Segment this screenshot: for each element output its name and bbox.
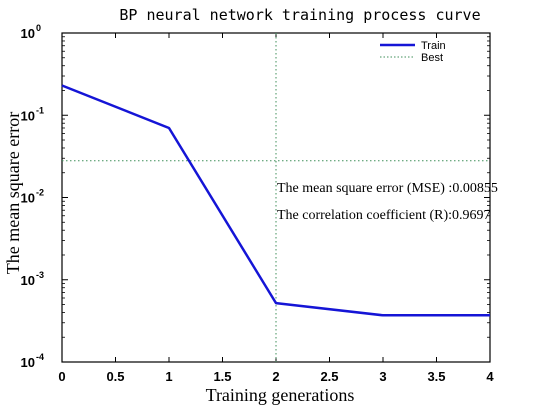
- legend-best-label: Best: [421, 52, 443, 64]
- x-tick-label: 2: [272, 369, 279, 384]
- y-axis-label: The mean square error: [3, 112, 23, 274]
- y-tick-exponent: -1: [36, 105, 44, 115]
- chart-title: BP neural network training process curve: [119, 6, 480, 24]
- x-tick-label: 3.5: [427, 369, 445, 384]
- x-tick-label: 2.5: [320, 369, 338, 384]
- best-lines: [62, 33, 490, 362]
- y-tick-label: 10: [21, 273, 35, 288]
- legend: Train Best: [380, 40, 446, 64]
- legend-train-label: Train: [421, 40, 446, 52]
- y-tick-label: 10: [21, 108, 35, 123]
- y-tick-label: 10: [21, 355, 35, 370]
- y-tick-exponent: -4: [36, 352, 44, 362]
- y-tick-label: 10: [21, 26, 35, 41]
- x-tick-label: 0: [58, 369, 65, 384]
- y-tick-label: 10: [21, 191, 35, 206]
- series-group: [61, 84, 491, 317]
- x-tick-label: 4: [486, 369, 494, 384]
- y-tick-exponent: -3: [36, 270, 44, 280]
- x-axis-label: Training generations: [206, 385, 355, 405]
- x-axis-ticks: 0 0.5 1 1.5 2 2.5 3 3.5 4: [58, 33, 494, 384]
- series-line-train: [61, 84, 490, 317]
- x-tick-label: 1.5: [213, 369, 231, 384]
- y-tick-exponent: -2: [36, 188, 44, 198]
- mse-annotation: The mean square error (MSE) :0.00855: [277, 181, 498, 196]
- y-tick-exponent: 0: [36, 23, 41, 33]
- r-annotation: The correlation coefficient (R):0.9697: [277, 208, 491, 223]
- x-tick-label: 0.5: [106, 369, 124, 384]
- x-tick-label: 3: [379, 369, 386, 384]
- x-tick-label: 1: [165, 369, 172, 384]
